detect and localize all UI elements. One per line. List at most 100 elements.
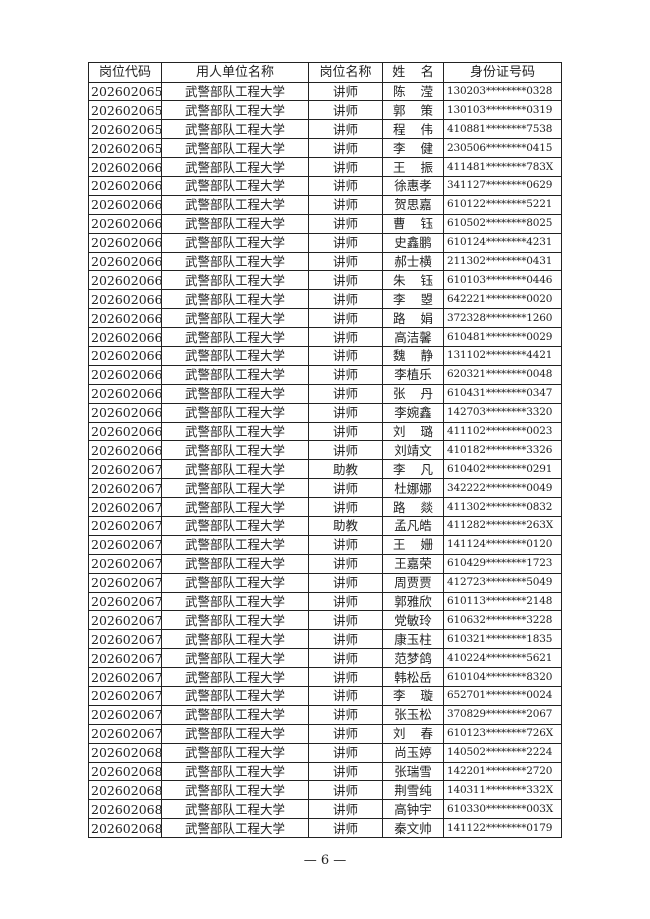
person-name: 程伟 — [392, 121, 444, 137]
table-row: 2026020680 武警部队工程大学 讲师 张瑞雪 142201********272… — [88, 761, 562, 782]
person-name-cell: 程伟 — [382, 119, 444, 140]
employer-name-cell: 武警部队工程大学 — [161, 100, 309, 121]
employer-name: 武警部队工程大学 — [184, 140, 285, 156]
person-name-cell: 李婉鑫 — [382, 402, 444, 423]
id-number-cell: 372328********1260 — [443, 308, 562, 329]
position-code: 2026020673 — [91, 537, 161, 553]
position-code: 2026020680 — [91, 745, 161, 761]
position-code-cell: 2026020664 — [88, 289, 162, 310]
person-name-cell: 郝士横 — [382, 251, 444, 272]
position-name-cell: 讲师 — [308, 478, 383, 499]
employer-name-cell: 武警部队工程大学 — [161, 610, 309, 631]
position-name-cell: 讲师 — [308, 723, 383, 744]
position-name-cell: 讲师 — [308, 591, 383, 612]
id-number-cell: 341127********0629 — [443, 175, 562, 196]
table-row: 2026020664 武警部队工程大学 讲师 李婉鑫 142703********332… — [88, 402, 562, 423]
employer-name: 武警部队工程大学 — [184, 707, 285, 723]
person-name: 王振 — [392, 159, 444, 175]
position-code-cell: 2026020664 — [88, 421, 162, 442]
position-code: 2026020681 — [91, 801, 161, 817]
id-number: 140311********332X — [447, 783, 553, 796]
position-name: 讲师 — [332, 405, 358, 421]
employer-name: 武警部队工程大学 — [184, 556, 285, 572]
position-code: 2026020664 — [91, 291, 161, 307]
header-label: 用人单位名称 — [195, 64, 274, 80]
position-name-cell: 讲师 — [308, 251, 383, 272]
employer-name: 武警部队工程大学 — [184, 764, 285, 779]
person-name-cell: 张瑞雪 — [382, 761, 444, 782]
position-code: 2026020672 — [91, 518, 161, 534]
person-name-cell: 郭策 — [382, 100, 444, 121]
position-name: 讲师 — [332, 310, 358, 326]
table-row: 2026020682 武警部队工程大学 讲师 秦文帅 141122********017… — [88, 818, 562, 839]
person-name-cell: 李凡 — [382, 459, 444, 480]
position-name-cell: 讲师 — [308, 327, 383, 347]
id-number: 610632********3228 — [447, 613, 553, 626]
person-name: 高洁馨 — [394, 329, 432, 345]
position-code-cell: 2026020664 — [88, 270, 162, 291]
header-position-name: 岗位名称 — [308, 62, 383, 83]
position-name: 讲师 — [332, 83, 358, 99]
person-name-cell: 荆雪纯 — [382, 780, 444, 801]
employer-name-cell: 武警部队工程大学 — [161, 345, 309, 366]
position-code-cell: 2026020663 — [88, 232, 162, 253]
employer-name-cell: 武警部队工程大学 — [161, 194, 309, 215]
id-number-cell: 142703********3320 — [443, 402, 562, 423]
position-code-cell: 2026020677 — [88, 648, 162, 669]
id-number-cell: 642221********0020 — [443, 289, 562, 310]
position-code-cell: 2026020673 — [88, 534, 162, 555]
position-code-cell: 2026020681 — [88, 799, 162, 820]
position-code-cell: 2026020664 — [88, 327, 162, 347]
person-name: 陈滢 — [392, 83, 444, 99]
employer-name: 武警部队工程大学 — [184, 461, 285, 477]
employer-name-cell: 武警部队工程大学 — [161, 251, 309, 272]
employer-name: 武警部队工程大学 — [184, 745, 285, 761]
employer-name: 武警部队工程大学 — [184, 423, 285, 439]
position-code: 2026020677 — [91, 688, 161, 704]
position-name: 讲师 — [332, 593, 358, 609]
employer-name-cell: 武警部队工程大学 — [161, 364, 309, 385]
table-row: 2026020672 武警部队工程大学 助教 孟凡皓 411282********263… — [88, 515, 562, 536]
person-name-cell: 王振 — [382, 157, 444, 177]
id-number-cell: 620321********0048 — [443, 364, 562, 385]
position-code: 2026020680 — [91, 764, 161, 779]
id-number: 620321********0048 — [447, 368, 553, 381]
position-name-cell: 讲师 — [308, 157, 383, 177]
person-name-cell: 史鑫鹏 — [382, 232, 444, 253]
id-number: 610330********003X — [447, 802, 553, 815]
person-name: 韩松岳 — [394, 669, 432, 685]
position-code-cell: 2026020664 — [88, 402, 162, 423]
person-name: 朱钰 — [392, 272, 444, 288]
person-name: 刘靖文 — [394, 442, 432, 458]
person-name: 李健 — [392, 140, 444, 156]
employer-name-cell: 武警部队工程大学 — [161, 686, 309, 706]
header-label: 身份证号码 — [469, 64, 535, 80]
person-name-cell: 李植乐 — [382, 364, 444, 385]
person-name-cell: 魏静 — [382, 345, 444, 366]
position-code: 2026020661 — [91, 216, 161, 232]
employer-name-cell: 武警部队工程大学 — [161, 799, 309, 820]
person-name: 徐惠孝 — [394, 178, 432, 194]
position-name-cell: 讲师 — [308, 100, 383, 121]
id-number-cell: 610632********3228 — [443, 610, 562, 631]
table-body: 2026020656武警部队工程大学讲师陈滢130203********0328… — [88, 81, 562, 839]
position-name: 讲师 — [332, 197, 358, 213]
person-name-cell: 周贾贾 — [382, 572, 444, 593]
position-code: 2026020664 — [91, 253, 161, 269]
person-name: 刘春 — [392, 726, 444, 742]
id-number-cell: 370829********2067 — [443, 704, 562, 725]
position-name-cell: 讲师 — [308, 704, 383, 725]
position-name-cell: 讲师 — [308, 440, 383, 461]
position-name-cell: 讲师 — [308, 232, 383, 253]
employer-name-cell: 武警部队工程大学 — [161, 402, 309, 423]
position-name: 讲师 — [332, 367, 358, 383]
employer-name: 武警部队工程大学 — [184, 272, 285, 288]
position-name: 讲师 — [332, 556, 358, 572]
id-number: 142703********3320 — [447, 406, 553, 419]
header-label: 岗位名称 — [319, 64, 372, 80]
id-number-cell: 411282********263X — [443, 515, 562, 536]
id-number-cell: 411302********0832 — [443, 497, 562, 517]
position-name-cell: 讲师 — [308, 610, 383, 631]
position-name: 讲师 — [332, 631, 358, 647]
